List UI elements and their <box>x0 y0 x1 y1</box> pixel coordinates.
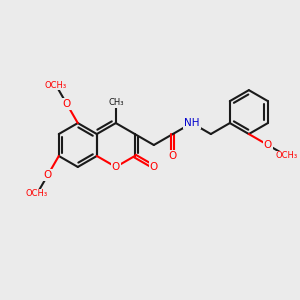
Text: CH₃: CH₃ <box>108 98 124 107</box>
Text: OCH₃: OCH₃ <box>45 81 67 90</box>
Text: O: O <box>150 162 158 172</box>
Text: O: O <box>264 140 272 150</box>
Text: O: O <box>169 151 177 161</box>
Text: O: O <box>63 99 71 109</box>
Text: NH: NH <box>184 118 200 128</box>
Text: NH: NH <box>184 118 200 128</box>
Text: O: O <box>44 170 52 180</box>
Text: O: O <box>112 162 120 172</box>
Text: OCH₃: OCH₃ <box>276 152 298 160</box>
Text: OCH₃: OCH₃ <box>26 190 48 199</box>
